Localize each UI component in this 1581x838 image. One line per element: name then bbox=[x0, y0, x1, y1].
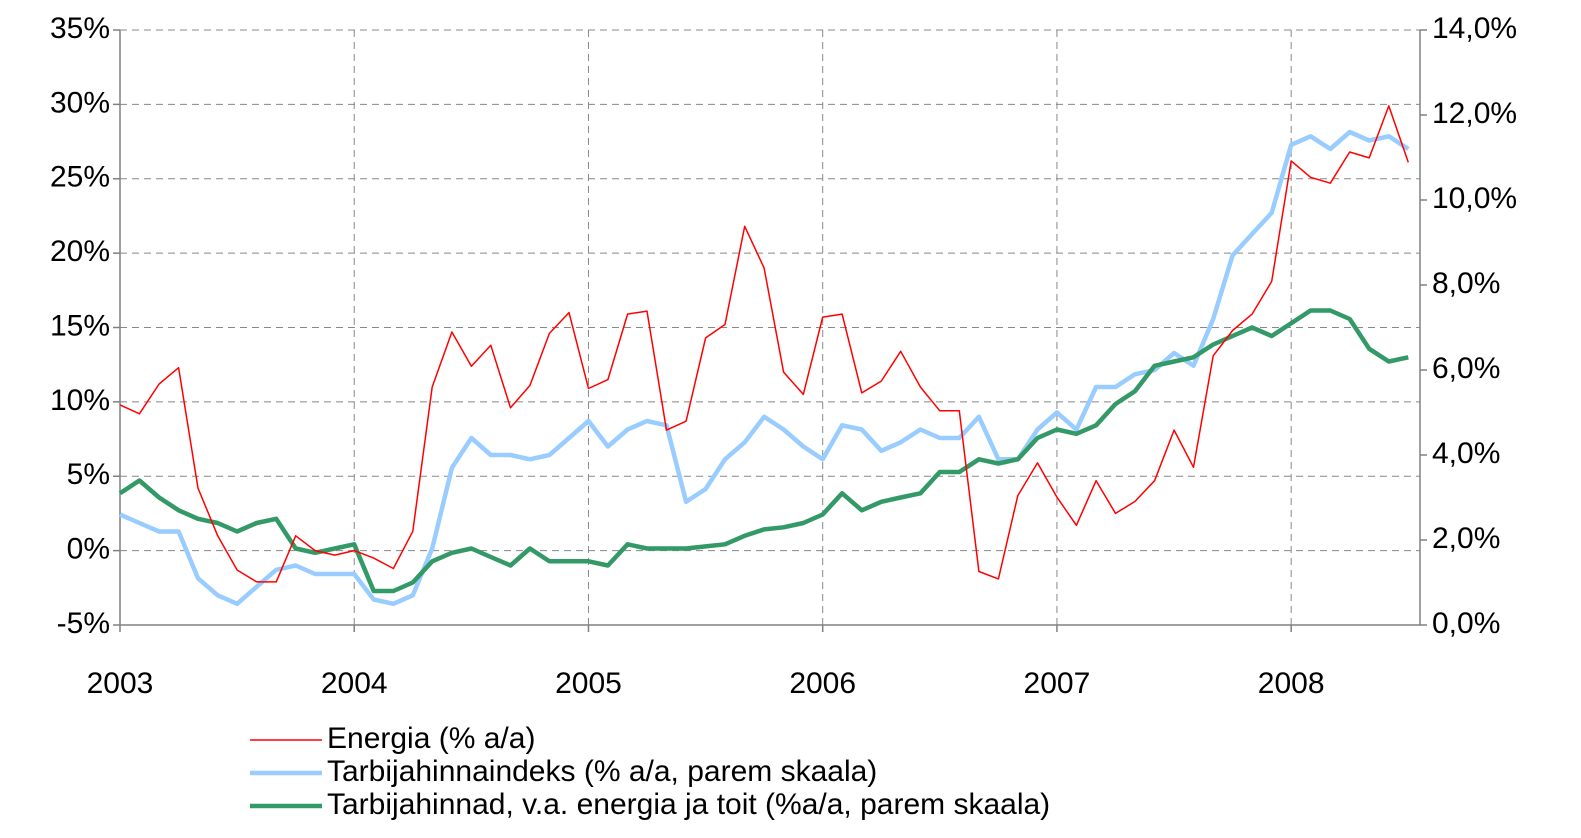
legend-label: Tarbijahinnad, v.a. energia ja toit (%a/… bbox=[327, 788, 1050, 821]
legend-label: Energia (% a/a) bbox=[327, 722, 535, 755]
y-tick-label: 20% bbox=[50, 235, 110, 268]
x-tick-label: 2003 bbox=[87, 667, 154, 700]
y2-tick-label: 14,0% bbox=[1432, 12, 1517, 45]
y2-tick-label: 10,0% bbox=[1432, 182, 1517, 215]
y-tick-label: 30% bbox=[50, 86, 110, 119]
y-tick-label: 0% bbox=[67, 533, 110, 566]
y-tick-label: -5% bbox=[57, 607, 110, 640]
x-tick-label: 2008 bbox=[1258, 667, 1325, 700]
x-tick-label: 2007 bbox=[1024, 667, 1091, 700]
y-tick-label: 25% bbox=[50, 161, 110, 194]
series-line bbox=[118, 308, 1409, 594]
y-tick-label: 10% bbox=[50, 384, 110, 417]
y2-tick-label: 6,0% bbox=[1432, 352, 1500, 385]
x-tick-label: 2005 bbox=[555, 667, 622, 700]
x-tick-label: 2004 bbox=[321, 667, 388, 700]
series-line bbox=[119, 129, 1410, 607]
y-tick-label: 35% bbox=[50, 12, 110, 45]
y-tick-label: 5% bbox=[67, 458, 110, 491]
y2-tick-label: 4,0% bbox=[1432, 437, 1500, 470]
legend-label: Tarbijahinnaindeks (% a/a, parem skaala) bbox=[327, 755, 877, 788]
x-tick-label: 2006 bbox=[789, 667, 856, 700]
y2-tick-label: 0,0% bbox=[1432, 607, 1500, 640]
y2-tick-label: 12,0% bbox=[1432, 97, 1517, 130]
y-tick-label: 15% bbox=[50, 309, 110, 342]
y2-tick-label: 8,0% bbox=[1432, 267, 1500, 300]
y2-tick-label: 2,0% bbox=[1432, 522, 1500, 555]
series-line bbox=[119, 105, 1410, 583]
